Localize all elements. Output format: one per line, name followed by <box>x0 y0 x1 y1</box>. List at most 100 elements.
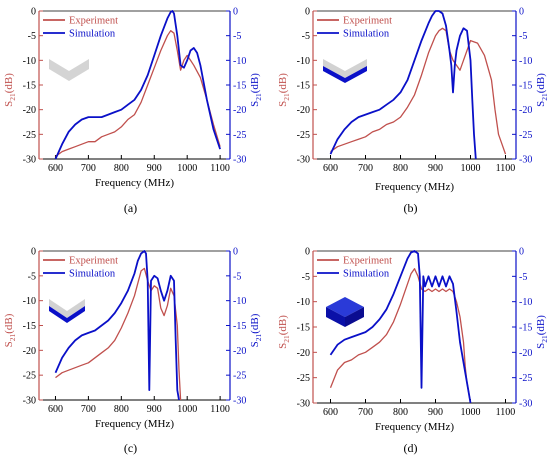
right-axis-label: S21(dB) <box>249 73 263 107</box>
left-axis-label: S21(dB) <box>277 73 291 107</box>
left-tick-label: -25 <box>297 130 310 141</box>
right-tick-label: -5 <box>233 271 241 282</box>
left-tick-label: -25 <box>23 130 36 141</box>
left-tick-label: -15 <box>23 81 36 92</box>
right-tick-label: -10 <box>233 56 246 67</box>
right-tick-label: 0 <box>519 7 524 18</box>
right-tick-label: -10 <box>233 296 246 307</box>
left-tick-label: -5 <box>28 31 36 42</box>
blue-chevron-slab-icon <box>49 299 85 323</box>
left-tick-label: 0 <box>31 7 36 18</box>
x-tick-label: 600 <box>48 163 63 174</box>
panel-label: (c) <box>124 441 137 455</box>
x-tick-label: 1000 <box>461 163 481 174</box>
left-tick-label: -15 <box>297 323 310 334</box>
right-tick-label: 0 <box>233 7 238 18</box>
x-tick-label: 900 <box>428 407 443 418</box>
right-tick-label: -30 <box>519 399 532 410</box>
x-tick-label: 1000 <box>177 404 197 415</box>
x-tick-label: 700 <box>81 163 96 174</box>
right-axis-label: S21(dB) <box>249 313 263 347</box>
experiment-series-line <box>55 30 221 158</box>
x-tick-label: 1100 <box>496 407 516 418</box>
panel-label: (a) <box>124 201 137 215</box>
x-tick-label: 700 <box>81 404 96 415</box>
left-tick-label: -15 <box>297 81 310 92</box>
x-tick-label: 1000 <box>177 163 197 174</box>
x-tick-label: 900 <box>147 404 162 415</box>
left-tick-label: -10 <box>297 297 310 308</box>
left-tick-label: -10 <box>23 56 36 67</box>
chevron-shape <box>49 59 89 81</box>
x-tick-label: 700 <box>358 163 373 174</box>
x-tick-label: 800 <box>393 407 408 418</box>
x-axis-label: Frequency (MHz) <box>95 418 174 430</box>
left-tick-label: -30 <box>297 399 310 410</box>
right-tick-label: -5 <box>519 272 527 283</box>
x-tick-label: 600 <box>323 407 338 418</box>
right-tick-label: -5 <box>519 31 527 42</box>
right-tick-label: -15 <box>233 321 246 332</box>
left-tick-label: 0 <box>305 7 310 18</box>
panel-label: (b) <box>404 201 418 215</box>
x-axis-label: Frequency (MHz) <box>95 177 174 189</box>
blue-cube-icon <box>326 297 364 327</box>
x-tick-label: 700 <box>358 407 373 418</box>
legend-label-experiment: Experiment <box>69 16 118 27</box>
cube-right <box>345 307 364 327</box>
chevron-bottom <box>49 306 85 323</box>
right-tick-label: -30 <box>233 396 246 407</box>
right-tick-label: -25 <box>233 130 246 141</box>
x-tick-label: 800 <box>114 404 129 415</box>
simulation-series-line <box>329 10 477 160</box>
chevron-top <box>49 299 85 318</box>
right-tick-label: -20 <box>519 105 532 116</box>
left-tick-label: -20 <box>297 105 310 116</box>
left-tick-label: 0 <box>31 247 36 258</box>
right-tick-label: -30 <box>233 155 246 166</box>
experiment-series-line <box>55 267 182 401</box>
experiment-series-line <box>329 268 472 404</box>
chart-panel-d: 0 0 -5 -5 -10 -10 -15 -15 -20 -20 -25 -25 -30 -30 600 7… <box>277 247 549 456</box>
x-tick-label: 900 <box>147 163 162 174</box>
x-tick-label: 1100 <box>210 163 230 174</box>
right-tick-label: -25 <box>519 130 532 141</box>
right-tick-label: 0 <box>519 247 524 258</box>
right-tick-label: -10 <box>519 297 532 308</box>
experiment-series-line <box>330 27 507 155</box>
simulation-series-line <box>54 10 221 160</box>
legend-label-experiment: Experiment <box>343 16 392 27</box>
x-tick-label: 600 <box>48 404 63 415</box>
left-tick-label: -5 <box>302 31 310 42</box>
right-tick-label: -25 <box>519 373 532 384</box>
x-axis-label: Frequency (MHz) <box>375 421 454 433</box>
right-tick-label: -25 <box>233 371 246 382</box>
left-tick-label: -20 <box>23 346 36 357</box>
right-tick-label: -20 <box>519 348 532 359</box>
simulation-series-line <box>329 250 472 404</box>
left-tick-label: -15 <box>23 321 36 332</box>
right-tick-label: 0 <box>233 247 238 258</box>
legend-label-simulation: Simulation <box>343 269 390 280</box>
x-tick-label: 800 <box>114 163 129 174</box>
simulation-series-line <box>54 250 180 401</box>
x-axis-label: Frequency (MHz) <box>375 181 454 193</box>
left-tick-label: -25 <box>297 373 310 384</box>
cube-left <box>326 307 345 327</box>
left-tick-label: -10 <box>297 56 310 67</box>
left-axis-label: S21(dB) <box>277 315 291 349</box>
x-tick-label: 1100 <box>210 404 230 415</box>
x-tick-label: 800 <box>393 163 408 174</box>
left-tick-label: -5 <box>28 271 36 282</box>
left-tick-label: -20 <box>297 348 310 359</box>
left-axis-label: S21(dB) <box>3 313 17 347</box>
right-tick-label: -5 <box>233 31 241 42</box>
legend-label-experiment: Experiment <box>69 256 118 267</box>
right-tick-label: -20 <box>233 105 246 116</box>
chart-panel-a: 0 0 -5 -5 -10 -10 -15 -15 -20 -20 -25 -25 -30 -30 600 7… <box>3 7 263 216</box>
chevron-top <box>323 59 367 78</box>
legend-label-simulation: Simulation <box>69 269 116 280</box>
x-tick-label: 600 <box>323 163 338 174</box>
x-tick-label: 1000 <box>461 407 481 418</box>
